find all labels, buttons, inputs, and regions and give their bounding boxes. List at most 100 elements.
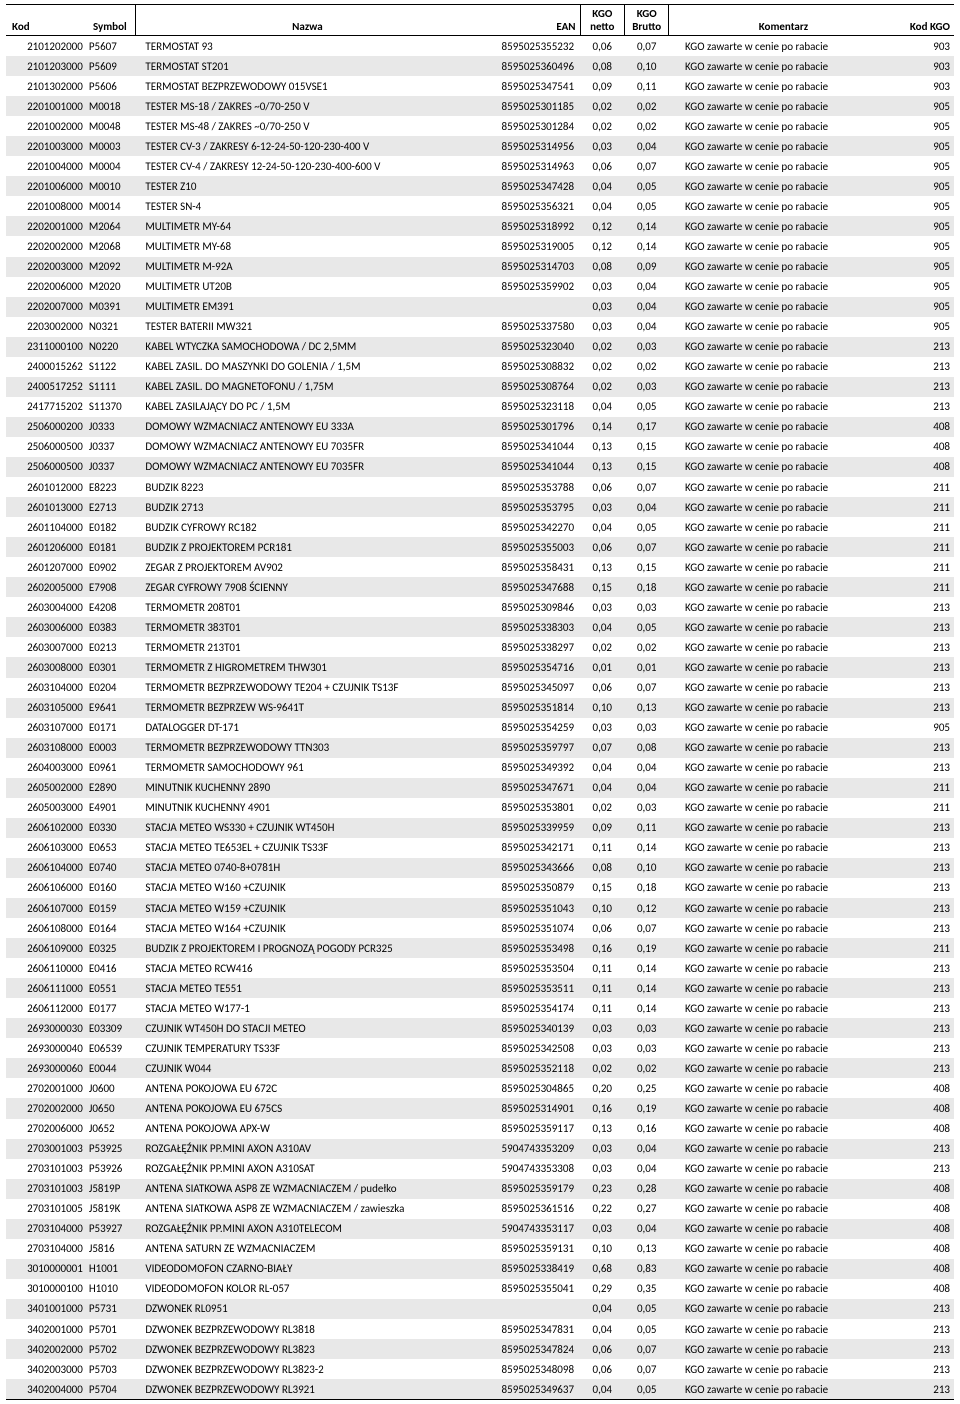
col-nazwa: Nazwa [135, 5, 479, 36]
cell-komentarz: KGO zawarte w cenie po rabacie [669, 698, 897, 718]
cell-brutto: 0,09 [625, 257, 669, 277]
cell-brutto: 0,15 [625, 557, 669, 577]
cell-brutto: 0,15 [625, 457, 669, 477]
cell-nazwa: ROZGAŁĘŹNIK PP.MINI AXON A310AV [135, 1139, 479, 1159]
cell-ean: 8595025309846 [479, 597, 580, 617]
cell-symbol: S1111 [85, 377, 136, 397]
cell-netto: 0,02 [580, 357, 624, 377]
cell-kodkgo: 408 [897, 1078, 954, 1098]
cell-kodkgo: 408 [897, 1259, 954, 1279]
cell-ean: 8595025341044 [479, 437, 580, 457]
cell-netto: 0,06 [580, 537, 624, 557]
cell-kod: 2606103000 [6, 838, 85, 858]
cell-symbol: M2068 [85, 236, 136, 256]
cell-nazwa: CZUJNIK W044 [135, 1058, 479, 1078]
cell-nazwa: CZUJNIK WT450H DO STACJI METEO [135, 1018, 479, 1038]
cell-nazwa: DATALOGGER DT-171 [135, 718, 479, 738]
cell-symbol: P53926 [85, 1159, 136, 1179]
cell-nazwa: STACJA METEO 0740-8+0781H [135, 858, 479, 878]
cell-ean: 8595025347541 [479, 76, 580, 96]
cell-symbol: P5702 [85, 1339, 136, 1359]
cell-brutto: 0,05 [625, 617, 669, 637]
table-row: 2604003000E0961TERMOMETR SAMOCHODOWY 961… [6, 758, 954, 778]
table-row: 2400517252S1111KABEL ZASIL. DO MAGNETOFO… [6, 377, 954, 397]
cell-kod: 2602005000 [6, 577, 85, 597]
cell-komentarz: KGO zawarte w cenie po rabacie [669, 1119, 897, 1139]
cell-nazwa: STACJA METEO WS330 + CZUJNIK WT450H [135, 818, 479, 838]
cell-kod: 2201001000 [6, 96, 85, 116]
cell-netto: 0,02 [580, 96, 624, 116]
cell-komentarz: KGO zawarte w cenie po rabacie [669, 978, 897, 998]
cell-brutto: 0,19 [625, 1098, 669, 1118]
cell-ean: 8595025354259 [479, 718, 580, 738]
cell-komentarz: KGO zawarte w cenie po rabacie [669, 477, 897, 497]
cell-netto: 0,06 [580, 1359, 624, 1379]
cell-kod: 3402004000 [6, 1379, 85, 1400]
cell-komentarz: KGO zawarte w cenie po rabacie [669, 437, 897, 457]
cell-ean: 8595025350879 [479, 878, 580, 898]
cell-brutto: 0,05 [625, 397, 669, 417]
cell-ean: 8595025339959 [479, 818, 580, 838]
cell-kod: 2606108000 [6, 918, 85, 938]
cell-kodkgo: 213 [897, 978, 954, 998]
cell-kod: 2201003000 [6, 136, 85, 156]
cell-netto: 0,01 [580, 657, 624, 677]
cell-kodkgo: 211 [897, 577, 954, 597]
cell-kod: 2400015262 [6, 357, 85, 377]
cell-nazwa: DZWONEK RL0951 [135, 1299, 479, 1319]
cell-komentarz: KGO zawarte w cenie po rabacie [669, 116, 897, 136]
cell-komentarz: KGO zawarte w cenie po rabacie [669, 1139, 897, 1159]
cell-komentarz: KGO zawarte w cenie po rabacie [669, 176, 897, 196]
table-row: 2311000100N0220KABEL WTYCZKA SAMOCHODOWA… [6, 337, 954, 357]
cell-kod: 2603107000 [6, 718, 85, 738]
cell-netto: 0,02 [580, 377, 624, 397]
table-row: 2603107000E0171DATALOGGER DT-17185950253… [6, 718, 954, 738]
cell-brutto: 0,03 [625, 597, 669, 617]
cell-kod: 2601012000 [6, 477, 85, 497]
cell-symbol: J0650 [85, 1098, 136, 1118]
cell-ean: 8595025354716 [479, 657, 580, 677]
cell-komentarz: KGO zawarte w cenie po rabacie [669, 898, 897, 918]
cell-kod: 2201004000 [6, 156, 85, 176]
cell-kodkgo: 211 [897, 557, 954, 577]
cell-kod: 2703104000 [6, 1219, 85, 1239]
cell-ean: 8595025359131 [479, 1239, 580, 1259]
col-brutto-l1: KGO [637, 7, 657, 20]
table-row: 2202003000M2092MULTIMETR M-92A8595025314… [6, 257, 954, 277]
cell-netto: 0,03 [580, 1018, 624, 1038]
table-row: 2601207000E0902ZEGAR Z PROJEKTOREM AV902… [6, 557, 954, 577]
cell-nazwa: TESTER MS-48 / ZAKRES ~0/70-250 V [135, 116, 479, 136]
cell-kodkgo: 213 [897, 818, 954, 838]
cell-kodkgo: 213 [897, 838, 954, 858]
cell-kodkgo: 408 [897, 1279, 954, 1299]
cell-netto: 0,06 [580, 1339, 624, 1359]
cell-nazwa: ANTENA POKOJOWA EU 672C [135, 1078, 479, 1098]
cell-nazwa: ZEGAR Z PROJEKTOREM AV902 [135, 557, 479, 577]
cell-kodkgo: 213 [897, 1139, 954, 1159]
cell-symbol: M2064 [85, 216, 136, 236]
cell-komentarz: KGO zawarte w cenie po rabacie [669, 1339, 897, 1359]
table-row: 2602005000E7908ZEGAR CYFROWY 7908 ŚCIENN… [6, 577, 954, 597]
cell-ean: 8595025353504 [479, 958, 580, 978]
cell-symbol: E7908 [85, 577, 136, 597]
cell-ean: 8595025342270 [479, 517, 580, 537]
cell-ean: 5904743353117 [479, 1219, 580, 1239]
cell-brutto: 0,04 [625, 1159, 669, 1179]
cell-komentarz: KGO zawarte w cenie po rabacie [669, 76, 897, 96]
cell-symbol: E0003 [85, 738, 136, 758]
table-row: 3010000001H1001VIDEODOMOFON CZARNO-BIAŁY… [6, 1259, 954, 1279]
cell-komentarz: KGO zawarte w cenie po rabacie [669, 718, 897, 738]
cell-symbol: P5609 [85, 56, 136, 76]
cell-kod: 2101203000 [6, 56, 85, 76]
cell-ean: 8595025361516 [479, 1199, 580, 1219]
cell-nazwa: TERMOMETR 208T01 [135, 597, 479, 617]
cell-komentarz: KGO zawarte w cenie po rabacie [669, 317, 897, 337]
cell-kodkgo: 905 [897, 116, 954, 136]
cell-kodkgo: 213 [897, 1379, 954, 1400]
cell-kod: 2101302000 [6, 76, 85, 96]
cell-symbol: M2092 [85, 257, 136, 277]
cell-ean: 8595025360496 [479, 56, 580, 76]
cell-symbol: N0220 [85, 337, 136, 357]
cell-nazwa: MULTIMETR MY-64 [135, 216, 479, 236]
cell-ean: 8595025314963 [479, 156, 580, 176]
